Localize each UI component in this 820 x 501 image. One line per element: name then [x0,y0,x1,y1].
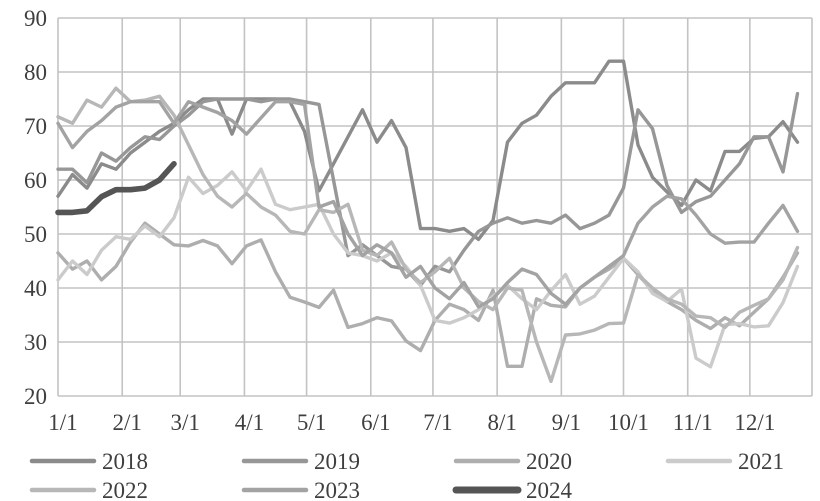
y-axis-tick-label: 30 [24,330,47,355]
x-axis-tick-label: 5/1 [297,410,326,435]
series-line-2020 [56,221,800,368]
series-line-2019 [56,91,800,287]
x-axis-tick-label: 11/1 [673,410,713,435]
y-axis-tick-label: 90 [24,6,47,31]
series-line-2024 [55,161,177,216]
x-axis-tick-label: 8/1 [487,410,516,435]
legend-label-2023: 2023 [314,478,360,501]
legend-item-2019: 2019 [241,449,360,474]
y-axis-tick-label: 50 [24,222,47,247]
x-axis-tick-label: 4/1 [235,410,264,435]
legend-item-2021: 2021 [665,449,784,474]
y-axis-tick-label: 70 [24,114,47,139]
y-axis-tick-label: 80 [24,60,47,85]
x-axis-tick-label: 3/1 [171,410,200,435]
legend-item-2020: 2020 [453,449,572,474]
x-axis-tick-label: 10/1 [608,410,649,435]
x-axis-tick-label: 6/1 [361,410,390,435]
legend-label-2021: 2021 [738,449,784,474]
y-axis-tick-label: 20 [24,384,47,409]
legend-item-2022: 2022 [29,478,148,501]
y-axis-tick-label: 60 [24,168,47,193]
series-line-2023 [56,99,800,309]
series-line-2021 [56,167,800,369]
legend-item-2023: 2023 [241,478,360,501]
y-axis-tick-label: 40 [24,276,47,301]
x-axis-tick-label: 9/1 [552,410,581,435]
legend-label-2024: 2024 [526,478,573,501]
x-axis-tick-label: 2/1 [113,410,142,435]
legend-item-2024: 2024 [452,478,573,501]
legend-label-2022: 2022 [102,478,148,501]
x-axis-tick-label: 12/1 [734,410,775,435]
legend-label-2019: 2019 [314,449,360,474]
legend-item-2018: 2018 [29,449,148,474]
legend-label-2020: 2020 [526,449,572,474]
legend-label-2018: 2018 [102,449,148,474]
series-line-2018 [56,59,800,242]
x-axis-tick-label: 1/1 [48,410,77,435]
x-axis-tick-label: 7/1 [423,410,452,435]
